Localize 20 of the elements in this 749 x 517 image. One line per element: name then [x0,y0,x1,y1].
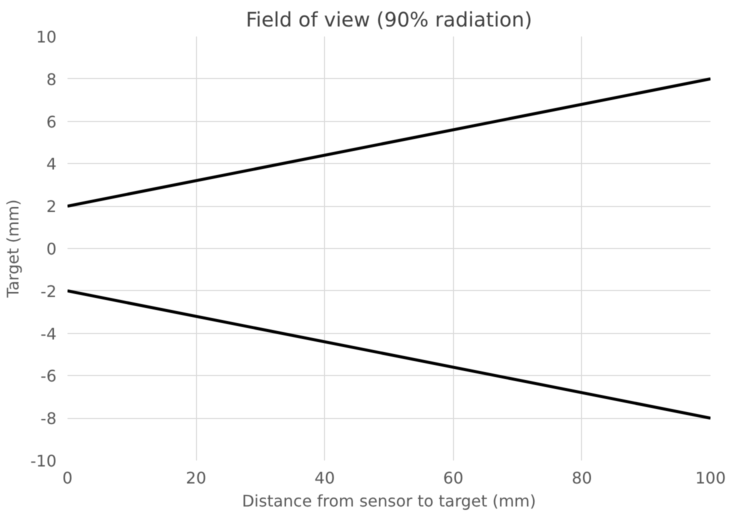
x-tick-label: 40 [314,468,335,488]
y-tick-label: -2 [40,282,56,301]
y-axis-title: Target (mm) [3,199,22,299]
y-tick-label: 8 [46,70,57,89]
y-tick-label: -6 [40,366,56,386]
x-tick-label: 80 [572,468,592,488]
y-tick-label: -4 [40,324,56,344]
y-tick-label: 4 [46,154,57,174]
y-tick-label: 10 [36,28,56,46]
y-tick-label: 0 [46,240,57,258]
x-tick-label: 0 [62,468,73,488]
x-tick-label: 20 [186,468,206,488]
x-tick-label: 100 [695,468,726,488]
y-tick-label: -10 [30,452,57,470]
y-tick-label: 2 [46,197,57,216]
chart-title: Field of view (90% radiation) [246,8,532,32]
x-axis-title: Distance from sensor to target (mm) [242,492,536,510]
x-tick-label: 60 [443,468,464,488]
y-tick-label: 6 [46,112,57,132]
y-tick-label: -8 [40,409,56,428]
